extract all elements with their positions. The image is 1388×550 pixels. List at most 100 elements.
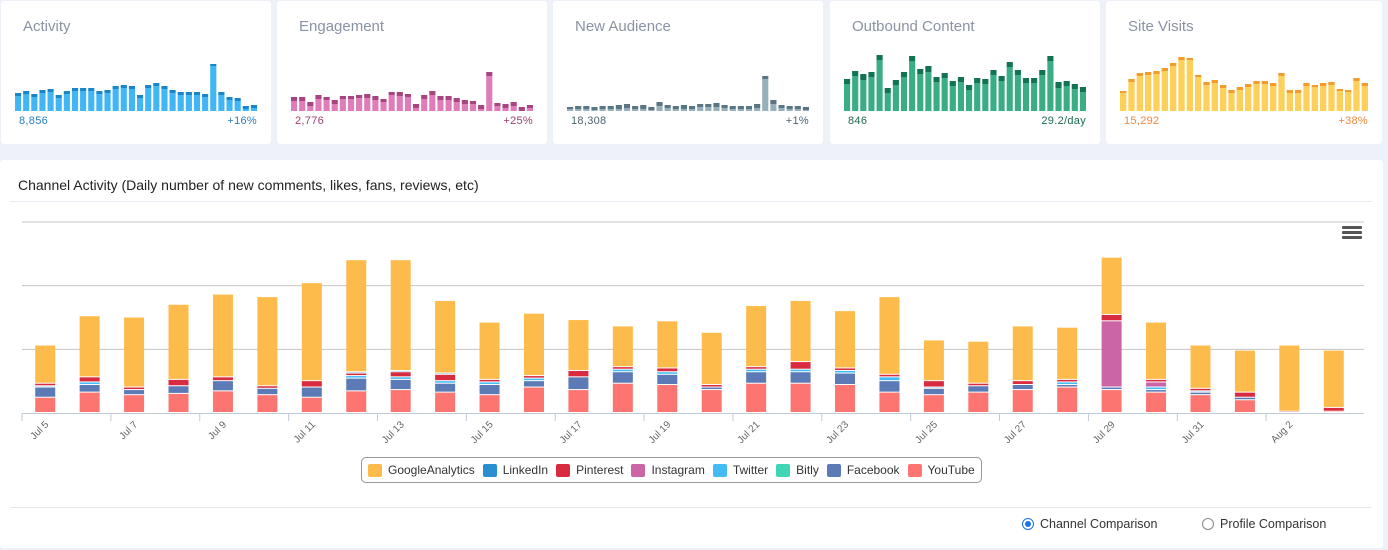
- bar-segment-facebook[interactable]: [1101, 387, 1122, 390]
- bar-segment-youtube[interactable]: [1101, 390, 1122, 412]
- bar-segment-youtube[interactable]: [301, 397, 322, 412]
- bar-segment-googleanalytics[interactable]: [479, 322, 500, 379]
- bar-segment-youtube[interactable]: [1146, 392, 1167, 412]
- bar-segment-pinterest[interactable]: [212, 377, 233, 381]
- bar-segment-youtube[interactable]: [746, 383, 767, 412]
- bar-segment-pinterest[interactable]: [790, 362, 811, 369]
- bar-segment-googleanalytics[interactable]: [790, 300, 811, 362]
- bar-segment-googleanalytics[interactable]: [923, 340, 944, 381]
- bar-segment-googleanalytics[interactable]: [346, 260, 367, 372]
- bar-segment-googleanalytics[interactable]: [168, 304, 189, 379]
- legend-item-instagram[interactable]: Instagram: [631, 463, 705, 477]
- radio-profile-comparison[interactable]: Profile Comparison: [1202, 517, 1326, 531]
- bar-segment-youtube[interactable]: [1190, 395, 1211, 412]
- legend-item-linkedin[interactable]: LinkedIn: [482, 463, 548, 477]
- bar-segment-facebook[interactable]: [79, 384, 100, 392]
- bar-segment-twitter[interactable]: [79, 382, 100, 384]
- bar-segment-youtube[interactable]: [124, 395, 145, 412]
- bar-segment-facebook[interactable]: [390, 379, 411, 390]
- bar-segment-youtube[interactable]: [701, 390, 722, 412]
- legend-item-pinterest[interactable]: Pinterest: [556, 463, 623, 477]
- bar-segment-twitter[interactable]: [879, 377, 900, 381]
- bar-segment-pinterest[interactable]: [1146, 379, 1167, 382]
- bar-segment-twitter[interactable]: [390, 377, 411, 379]
- bar-segment-pinterest[interactable]: [701, 384, 722, 387]
- bar-segment-youtube[interactable]: [435, 392, 456, 412]
- bar-segment-youtube[interactable]: [79, 392, 100, 412]
- radio-button-checked[interactable]: [1022, 518, 1034, 530]
- bar-segment-googleanalytics[interactable]: [879, 297, 900, 374]
- bar-segment-pinterest[interactable]: [168, 379, 189, 386]
- bar-segment-googleanalytics[interactable]: [1101, 257, 1122, 314]
- bar-segment-googleanalytics[interactable]: [968, 341, 989, 383]
- bar-segment-facebook[interactable]: [479, 384, 500, 395]
- bar-segment-youtube[interactable]: [790, 383, 811, 412]
- bar-segment-youtube[interactable]: [879, 392, 900, 412]
- bar-segment-googleanalytics[interactable]: [79, 316, 100, 377]
- kpi-card-site-visits[interactable]: Site Visits 15,292 +38%: [1106, 1, 1382, 144]
- bar-segment-youtube[interactable]: [968, 392, 989, 412]
- bar-segment-youtube[interactable]: [346, 391, 367, 412]
- bar-segment-facebook[interactable]: [790, 372, 811, 383]
- bar-segment-googleanalytics[interactable]: [124, 317, 145, 387]
- bar-segment-facebook[interactable]: [346, 378, 367, 391]
- bar-segment-googleanalytics[interactable]: [746, 306, 767, 367]
- bar-segment-youtube[interactable]: [1012, 390, 1033, 412]
- bar-segment-facebook[interactable]: [435, 383, 456, 392]
- bar-segment-facebook[interactable]: [168, 386, 189, 393]
- bar-segment-facebook[interactable]: [657, 374, 678, 384]
- bar-segment-pinterest[interactable]: [568, 370, 589, 377]
- bar-segment-twitter[interactable]: [1057, 382, 1078, 384]
- bar-segment-twitter[interactable]: [790, 369, 811, 372]
- bar-segment-facebook[interactable]: [612, 372, 633, 383]
- bar-segment-facebook[interactable]: [1146, 390, 1167, 392]
- bar-segment-facebook[interactable]: [523, 381, 544, 387]
- bar-segment-pinterest[interactable]: [835, 368, 856, 370]
- bar-segment-pinterest[interactable]: [1101, 314, 1122, 321]
- bar-segment-twitter[interactable]: [523, 378, 544, 381]
- bar-segment-pinterest[interactable]: [923, 381, 944, 387]
- bar-segment-facebook[interactable]: [1012, 384, 1033, 390]
- kpi-card-new-audience[interactable]: New Audience 18,308 +1%: [553, 1, 823, 144]
- bar-segment-pinterest[interactable]: [435, 374, 456, 381]
- kpi-card-activity[interactable]: Activity 8,856 +16%: [1, 1, 271, 144]
- bar-segment-youtube[interactable]: [257, 395, 278, 412]
- bar-segment-youtube[interactable]: [835, 384, 856, 412]
- bar-segment-pinterest[interactable]: [79, 377, 100, 382]
- bar-segment-youtube[interactable]: [1234, 400, 1255, 412]
- radio-channel-comparison[interactable]: Channel Comparison: [1022, 517, 1157, 531]
- legend-item-twitter[interactable]: Twitter: [712, 463, 768, 477]
- bar-segment-twitter[interactable]: [612, 369, 633, 372]
- bar-segment-pinterest[interactable]: [657, 368, 678, 372]
- bar-segment-youtube[interactable]: [390, 390, 411, 412]
- bar-segment-twitter[interactable]: [435, 381, 456, 383]
- bar-segment-instagram[interactable]: [1146, 382, 1167, 387]
- bar-segment-googleanalytics[interactable]: [1190, 345, 1211, 388]
- bar-segment-pinterest[interactable]: [1323, 407, 1344, 411]
- bar-segment-pinterest[interactable]: [1057, 379, 1078, 382]
- bar-segment-pinterest[interactable]: [35, 383, 56, 386]
- bar-segment-googleanalytics[interactable]: [35, 345, 56, 383]
- bar-segment-googleanalytics[interactable]: [1012, 326, 1033, 381]
- bar-segment-pinterest[interactable]: [968, 383, 989, 386]
- kpi-card-engagement[interactable]: Engagement 2,776 +25%: [277, 1, 547, 144]
- bar-segment-youtube[interactable]: [568, 390, 589, 412]
- bar-segment-twitter[interactable]: [657, 372, 678, 374]
- legend-item-bitly[interactable]: Bitly: [776, 463, 819, 477]
- bar-segment-facebook[interactable]: [124, 390, 145, 395]
- bar-segment-facebook[interactable]: [968, 386, 989, 392]
- bar-segment-youtube[interactable]: [657, 384, 678, 412]
- bar-segment-facebook[interactable]: [923, 388, 944, 395]
- radio-button-unchecked[interactable]: [1202, 518, 1214, 530]
- bar-segment-googleanalytics[interactable]: [1057, 327, 1078, 379]
- bar-segment-googleanalytics[interactable]: [301, 283, 322, 381]
- bar-segment-pinterest[interactable]: [479, 379, 500, 382]
- bar-segment-facebook[interactable]: [35, 387, 56, 397]
- bar-segment-pinterest[interactable]: [257, 386, 278, 388]
- bar-segment-facebook[interactable]: [568, 377, 589, 390]
- bar-segment-pinterest[interactable]: [346, 373, 367, 376]
- bar-segment-googleanalytics[interactable]: [568, 320, 589, 370]
- bar-segment-facebook[interactable]: [257, 388, 278, 395]
- bar-segment-youtube[interactable]: [923, 395, 944, 412]
- bar-segment-googleanalytics[interactable]: [1323, 350, 1344, 407]
